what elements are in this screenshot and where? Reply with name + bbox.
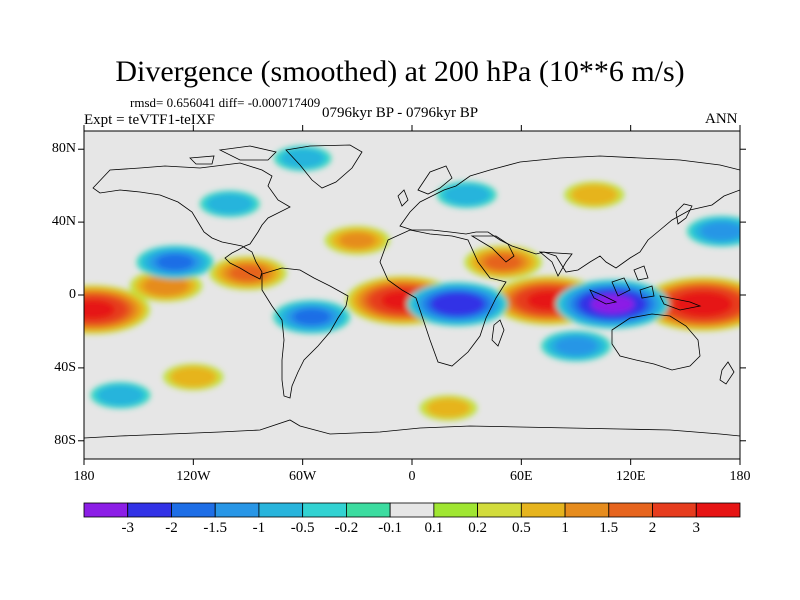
field-contour [170, 366, 217, 388]
field-contour [674, 291, 733, 317]
field-contour [97, 384, 144, 406]
coast-maritime-continent [589, 265, 702, 311]
field-contour [426, 398, 471, 418]
field-contour [143, 275, 189, 296]
experiment-label: Expt = teVTF1-teIXF [84, 112, 215, 128]
x-tick-label: 60E [510, 469, 533, 484]
colorbar-label: 1 [561, 520, 569, 536]
x-tick-label: 0 [408, 469, 416, 484]
period-label: 0796kyr BP - 0796kyr BP [322, 105, 479, 121]
field-contour [700, 221, 740, 241]
x-tick-label: 180 [73, 469, 95, 484]
colorbar-box [695, 502, 741, 518]
colorbar-box [83, 502, 129, 518]
field-contour [339, 232, 376, 249]
colorbar-label: -2 [165, 520, 178, 536]
colorbar-label: -1.5 [203, 520, 228, 536]
colorbar-box [477, 502, 522, 518]
colorbar-label: 0.1 [424, 520, 444, 536]
colorbar-label: 2 [648, 520, 657, 536]
coast-scandinavia [417, 165, 453, 195]
field-contour [281, 148, 325, 168]
field-contour [484, 254, 522, 271]
coast-uk [397, 189, 409, 207]
coastlines [84, 144, 740, 439]
colorbar-box [520, 502, 566, 518]
colorbar-label: 0.2 [468, 520, 487, 536]
colorbar-label: 1.5 [599, 520, 619, 536]
colorbar-box [345, 502, 391, 518]
x-tick-label: 180 [729, 469, 751, 484]
coast-australia [611, 313, 701, 371]
colorbar-box [608, 502, 653, 518]
coast-arabia [470, 235, 515, 263]
colorbar-box [564, 502, 610, 518]
colorbar-label: -0.5 [290, 520, 315, 536]
coast-madagascar [491, 319, 505, 347]
field-contour [571, 184, 618, 206]
colorbar-label: -0.2 [334, 520, 359, 536]
divergence-field [84, 131, 740, 459]
colorbar-box [214, 502, 260, 518]
colorbar-label: 0.5 [511, 520, 531, 536]
y-tick-label: 0 [69, 287, 76, 302]
field-contour [554, 336, 598, 356]
field-contour [293, 308, 331, 325]
coast-arctic-islands [189, 145, 277, 165]
field-contour [84, 300, 115, 319]
colorbar-box [302, 502, 347, 518]
coast-south-america [261, 267, 349, 399]
colorbar-box [171, 502, 216, 518]
y-tick-label: 80N [51, 141, 76, 157]
coast-north-america [92, 162, 291, 280]
x-tick-label: 60W [289, 469, 317, 484]
coast-india [538, 251, 573, 277]
field-contour [206, 193, 253, 215]
x-tick-label: 120E [615, 469, 646, 484]
field-contour [590, 294, 635, 314]
field-contour [156, 254, 194, 271]
colorbar-box [258, 502, 304, 518]
stats-label: rmsd= 0.656041 diff= -0.000717409 [130, 95, 321, 110]
y-tick-label: 40N [51, 214, 76, 230]
y-tick-label: 40S [54, 359, 76, 375]
colorbar-label: -3 [121, 520, 134, 536]
field-contour [443, 184, 490, 206]
plot-title: Divergence (smoothed) at 200 hPa (10**6 … [115, 55, 685, 88]
colorbar-label: -1 [252, 520, 266, 536]
colorbar-label: -0.1 [378, 520, 402, 536]
x-tick-label: 120W [176, 469, 211, 484]
season-label: ANN [705, 111, 738, 127]
coast-eurasia [399, 155, 740, 273]
colorbar [83, 502, 741, 518]
colorbar-label: 3 [692, 520, 701, 536]
field-contour [430, 292, 485, 316]
y-tick-label: 80S [54, 432, 76, 448]
colorbar-box [433, 502, 479, 518]
colorbar-box [389, 502, 435, 518]
colorbar-box [652, 502, 697, 518]
coast-antarctica [84, 419, 740, 439]
coast-greenland [285, 144, 363, 189]
coast-new-zealand [719, 361, 735, 385]
colorbar-box [127, 502, 172, 518]
coast-japan [675, 203, 693, 225]
coast-africa [379, 229, 507, 367]
axis-ticks [78, 125, 746, 465]
